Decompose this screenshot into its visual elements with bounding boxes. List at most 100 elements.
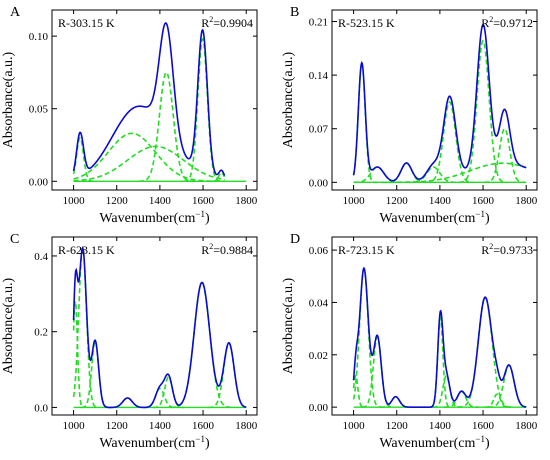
x-axis-title-close: ) — [205, 211, 210, 226]
x-axis-title: Wavenumber(cm−1) — [379, 209, 490, 226]
x-tick-label: 1400 — [149, 420, 172, 432]
r-squared-value: =0.9904 — [213, 16, 253, 30]
x-axis-title-close: ) — [205, 436, 210, 451]
component-peak — [425, 101, 474, 184]
r-squared-exponent: 2 — [209, 242, 213, 251]
r-squared: R2=0.9884 — [201, 242, 253, 257]
x-axis-title-text: Wavenumber(cm — [99, 211, 195, 226]
panel-a: 1000 1200 1400 1600 1800 0.00 0.05 0.10 A R-303.1… — [1, 5, 258, 226]
x-axis-title-close: ) — [485, 211, 490, 226]
y-tick-label: 0.0 — [34, 402, 48, 414]
x-tick-label: 1000 — [343, 195, 366, 207]
x-tick-label: 1800 — [235, 195, 258, 207]
r-squared: R2=0.9904 — [201, 15, 253, 30]
y-tick-label: 0.05 — [29, 104, 49, 116]
x-axis-title: Wavenumber(cm−1) — [99, 209, 210, 226]
component-peak — [72, 136, 94, 183]
y-tick-label: 0.4 — [34, 251, 48, 263]
sample-annotation: R-723.15 K — [338, 243, 395, 257]
component-peak — [152, 376, 185, 409]
x-axis-title-exponent: −1 — [195, 209, 205, 219]
panel-d: 1000 1200 1400 1600 1800 0.00 0.02 0.04 0.06 D R-7… — [281, 232, 538, 451]
x-tick-label: 1400 — [149, 195, 172, 207]
x-tick-label: 1800 — [235, 420, 258, 432]
component-peak — [429, 315, 451, 408]
y-tick-label: 0.21 — [309, 16, 328, 28]
plot-area — [352, 266, 527, 408]
panel-letter: B — [290, 5, 299, 20]
component-peak — [108, 397, 147, 409]
plot-frame — [331, 236, 538, 416]
r-squared-exponent: 2 — [209, 15, 213, 24]
x-tick-label: 1800 — [515, 195, 538, 207]
x-axis-title-exponent: −1 — [195, 434, 205, 444]
sample-annotation: R-303.15 K — [58, 16, 115, 30]
x-tick-label: 1000 — [63, 195, 86, 207]
r-squared-symbol: R — [201, 243, 209, 257]
r-squared: R2=0.9733 — [481, 242, 533, 257]
y-tick-label: 0.02 — [309, 350, 328, 362]
x-tick-label: 1800 — [515, 420, 538, 432]
component-peak — [81, 339, 109, 409]
sample-annotation: R-623.15 K — [58, 243, 115, 257]
x-tick-label: 1600 — [192, 420, 215, 432]
y-tick-label: 0.04 — [309, 297, 329, 309]
y-tick-label: 0.00 — [29, 176, 49, 188]
component-peak — [373, 162, 527, 184]
x-tick-label: 1600 — [472, 420, 495, 432]
x-axis-title: Wavenumber(cm−1) — [99, 434, 210, 451]
panel-letter: A — [10, 5, 21, 20]
x-tick-label: 1200 — [386, 195, 409, 207]
component-peak — [444, 390, 479, 408]
r-squared-value: =0.9733 — [493, 243, 533, 257]
fitted-envelope — [72, 22, 226, 176]
plot-frame — [51, 236, 258, 416]
x-tick-label: 1400 — [429, 195, 452, 207]
panel-b: 1000 1200 1400 1600 1800 0.00 0.07 0.14 0.21 B R-5… — [281, 5, 538, 226]
x-tick-label: 1200 — [386, 420, 409, 432]
y-tick-label: 0.14 — [309, 70, 329, 82]
x-tick-label: 1600 — [472, 195, 495, 207]
sample-annotation: R-523.15 K — [338, 16, 395, 30]
panel-letter: D — [290, 232, 300, 247]
component-peak — [183, 37, 222, 183]
component-peak — [458, 39, 508, 184]
plot-frame — [331, 9, 538, 191]
y-axis-title: Absorbance(a.u.) — [281, 277, 296, 374]
component-peak — [73, 132, 225, 183]
r-squared-symbol: R — [201, 16, 209, 30]
r-squared-symbol: R — [481, 243, 489, 257]
component-peak — [352, 374, 365, 408]
r-squared-exponent: 2 — [489, 15, 493, 24]
fitted-envelope — [352, 23, 527, 182]
x-axis-title-text: Wavenumber(cm — [379, 436, 475, 451]
fitted-envelope — [72, 246, 247, 409]
y-tick-label: 0.07 — [309, 124, 329, 136]
x-tick-label: 1600 — [192, 195, 215, 207]
plot-area — [72, 246, 247, 409]
x-tick-label: 1000 — [63, 420, 86, 432]
r-squared-value: =0.9884 — [213, 243, 253, 257]
y-tick-label: 0.2 — [34, 327, 48, 339]
fitted-envelope — [352, 266, 527, 408]
plot-area — [72, 22, 247, 183]
y-tick-label: 0.06 — [309, 245, 329, 257]
y-tick-label: 0.10 — [29, 31, 49, 43]
y-tick-label: 0.00 — [309, 177, 329, 189]
panel-letter: C — [10, 232, 19, 247]
r-squared-symbol: R — [481, 16, 489, 30]
x-axis-title-exponent: −1 — [475, 434, 485, 444]
y-axis-title: Absorbance(a.u.) — [1, 51, 16, 148]
r-squared: R2=0.9712 — [481, 15, 533, 30]
y-tick-label: 0.00 — [309, 402, 329, 414]
x-tick-label: 1400 — [429, 420, 452, 432]
plot-area — [352, 23, 527, 184]
component-peak — [361, 335, 393, 408]
x-axis-title-exponent: −1 — [475, 209, 485, 219]
component-peak — [73, 145, 225, 182]
component-peak — [142, 387, 178, 409]
component-peak — [170, 281, 234, 409]
x-axis-title-close: ) — [485, 436, 490, 451]
x-tick-label: 1200 — [106, 195, 129, 207]
